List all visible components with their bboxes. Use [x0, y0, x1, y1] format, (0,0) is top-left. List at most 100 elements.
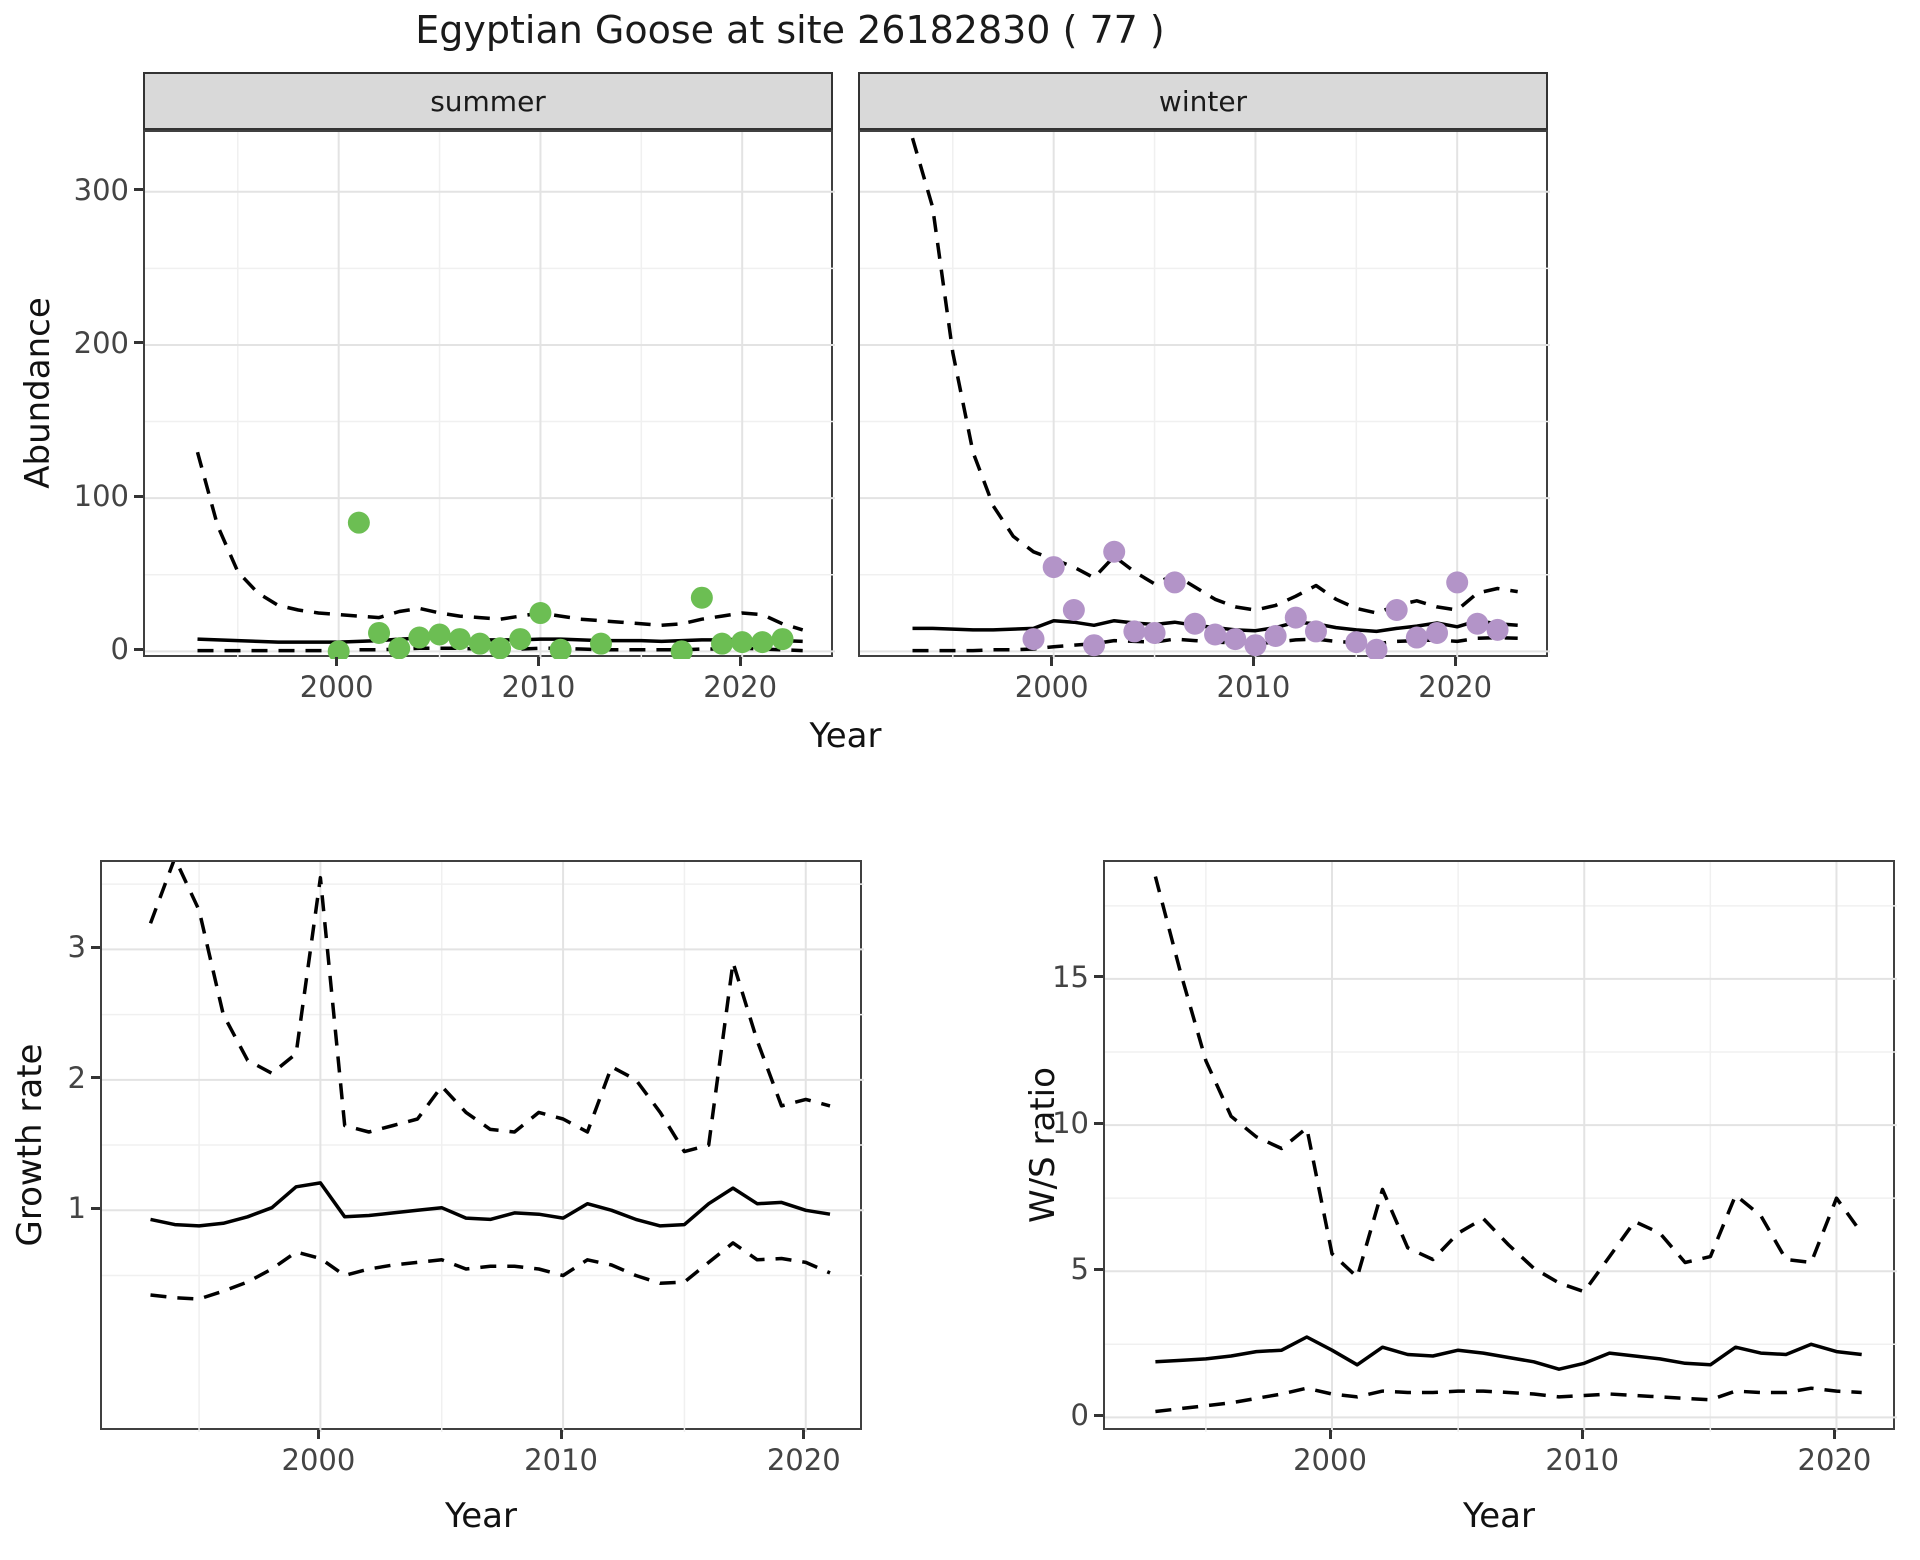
x-tick-mark — [1251, 657, 1255, 666]
observed_counts_winter-point — [1042, 556, 1065, 579]
observed_counts_winter-point — [1446, 571, 1469, 594]
observed_counts_winter-point — [1365, 638, 1388, 659]
observed_counts_winter-point — [1486, 618, 1509, 641]
x-axis-title-year-top: Year — [809, 716, 882, 756]
observed_counts_winter-point — [1304, 620, 1327, 643]
observed_counts_summer-point — [670, 640, 693, 659]
observed_counts_summer-point — [408, 626, 431, 649]
x-tick-label: 2010 — [1545, 1443, 1620, 1477]
observed_counts_winter-point — [1426, 621, 1449, 644]
y-tick-mark — [1094, 1413, 1103, 1417]
observed_counts_summer-point — [529, 602, 552, 625]
panel-abundance-winter — [858, 130, 1550, 659]
abundance_winter-upper_ci-line — [910, 137, 1518, 615]
observed_counts_summer-point — [368, 621, 391, 644]
observed_counts_winter-point — [1466, 612, 1489, 635]
y-tick-label: 10 — [1052, 1106, 1089, 1141]
x-tick-mark — [1832, 1430, 1836, 1439]
y-tick-label: 1 — [67, 1191, 86, 1226]
abundance_summer-plot-area — [145, 132, 835, 659]
growth_rate-plot-area — [102, 862, 864, 1432]
x-tick-label: 2010 — [1216, 670, 1291, 704]
observed_counts_winter-point — [1385, 598, 1408, 621]
observed_counts_summer-point — [327, 640, 350, 659]
growth_rate-growth_rate_fit-line — [150, 1181, 831, 1228]
observed_counts_summer-point — [731, 631, 754, 654]
observed_counts_winter-point — [1204, 623, 1227, 646]
x-tick-label: 2000 — [1293, 1443, 1367, 1477]
y-tick-mark — [91, 1206, 100, 1210]
observed_counts_summer-point — [489, 637, 512, 659]
x-tick-mark — [738, 657, 742, 666]
y-tick-mark — [134, 188, 143, 192]
x-tick-mark — [316, 1430, 320, 1439]
observed_counts_winter-point — [1224, 628, 1247, 651]
x-tick-label: 2020 — [1418, 670, 1493, 704]
observed_counts_summer-point — [771, 628, 794, 651]
observed_counts_summer-point — [347, 511, 370, 534]
panel-growth-rate — [100, 860, 864, 1432]
observed_counts_winter-point — [1143, 621, 1166, 644]
growth_rate-lower_ci-line — [150, 1241, 831, 1301]
x-tick-mark — [536, 657, 540, 666]
growth_rate-upper_ci-line — [148, 862, 831, 1154]
ws_ratio-plot-area — [1105, 862, 1897, 1432]
observed_counts_winter-point — [1163, 571, 1186, 594]
facet-strip-winter: winter — [858, 72, 1548, 130]
x-tick-mark — [559, 1430, 563, 1439]
observed_counts_winter-point — [1062, 598, 1085, 621]
observed_counts_winter-point — [1183, 612, 1206, 635]
y-tick-label: 0 — [110, 632, 129, 667]
x-axis-title-year-growth: Year — [445, 1496, 517, 1536]
observed_counts_winter-point — [1264, 625, 1287, 648]
abundance_summer-upper_ci-line — [195, 451, 804, 632]
abundance_winter-plot-area — [860, 132, 1550, 659]
y-tick-label: 5 — [1070, 1252, 1089, 1287]
observed_counts_summer-point — [690, 586, 713, 609]
observed_counts_summer-point — [388, 637, 411, 659]
panel-abundance-summer — [143, 130, 835, 659]
observed_counts_winter-point — [1103, 540, 1126, 563]
y-tick-mark — [91, 1076, 100, 1080]
observed_counts_summer-point — [448, 628, 471, 651]
x-tick-label: 2000 — [299, 670, 374, 704]
y-tick-label: 2 — [67, 1060, 86, 1095]
x-tick-label: 2020 — [766, 1443, 841, 1477]
x-tick-mark — [1580, 1430, 1584, 1439]
observed_counts_summer-point — [751, 631, 774, 654]
y-tick-label: 0 — [1070, 1398, 1089, 1433]
x-tick-label: 2020 — [1797, 1443, 1872, 1477]
x-tick-mark — [335, 657, 339, 666]
observed_counts_summer-point — [589, 632, 612, 655]
y-tick-mark — [134, 341, 143, 345]
observed_counts_summer-point — [711, 632, 734, 655]
y-tick-mark — [1094, 1121, 1103, 1125]
observed_counts_winter-point — [1083, 634, 1106, 657]
x-tick-label: 2010 — [501, 670, 576, 704]
x-tick-mark — [1050, 657, 1054, 666]
y-tick-label: 3 — [67, 930, 86, 965]
observed_counts_winter-point — [1123, 620, 1146, 643]
x-axis-title-year-ws: Year — [1463, 1496, 1535, 1536]
y-tick-mark — [134, 494, 143, 498]
ws_ratio-ws_ratio_fit-line — [1155, 1335, 1862, 1371]
y-tick-mark — [91, 945, 100, 949]
x-tick-label: 2010 — [524, 1443, 598, 1477]
observed_counts_winter-point — [1284, 606, 1307, 629]
y-axis-title-abundance: Abundance — [18, 297, 58, 489]
y-tick-mark — [1094, 1267, 1103, 1271]
facet-strip-summer: summer — [143, 72, 833, 130]
ws_ratio-upper_ci-line — [1153, 876, 1864, 1294]
observed_counts_summer-point — [468, 632, 491, 655]
y-tick-label: 200 — [73, 325, 129, 360]
x-tick-label: 2000 — [1014, 670, 1089, 704]
observed_counts_winter-point — [1022, 628, 1045, 651]
y-tick-label: 100 — [73, 479, 129, 514]
x-tick-mark — [802, 1430, 806, 1439]
observed_counts_summer-point — [509, 628, 532, 651]
ws_ratio-lower_ci-line — [1155, 1386, 1862, 1414]
y-axis-title-growth-rate: Growth rate — [10, 1043, 50, 1247]
x-tick-label: 2000 — [281, 1443, 356, 1477]
x-tick-label: 2020 — [703, 670, 778, 704]
